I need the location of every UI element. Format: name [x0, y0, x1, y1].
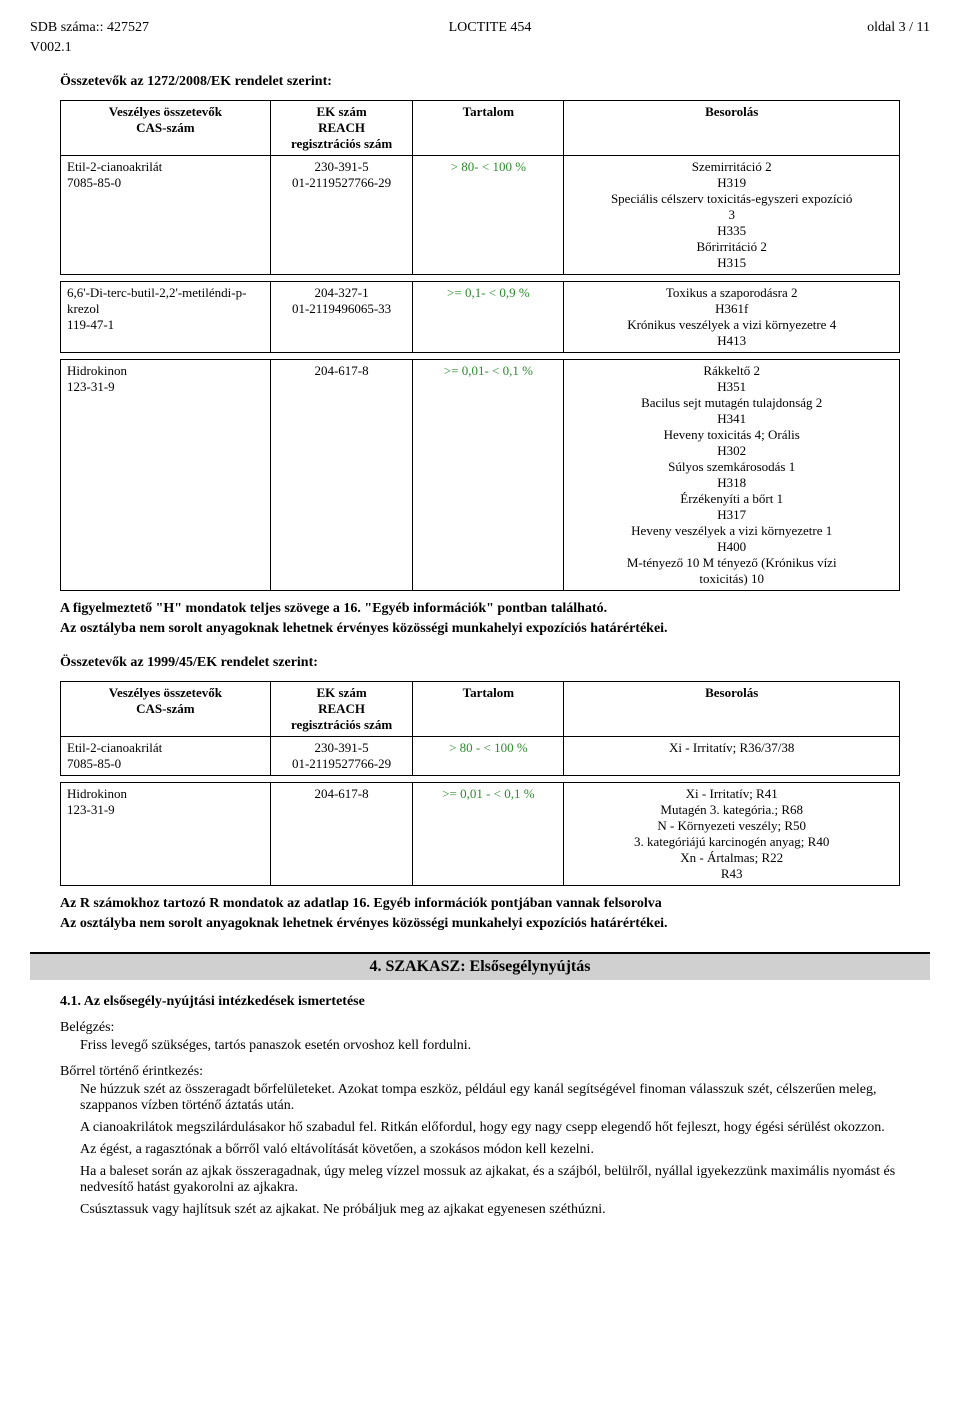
section-1999-title: Összetevők az 1999/45/EK rendelet szerin… [60, 655, 930, 671]
page-number: oldal 3 / 11 [867, 20, 930, 36]
table-1999: Veszélyes összetevők CAS-szám EK szám RE… [60, 681, 900, 776]
row-tart: >= 0,1- < 0,9 % [413, 282, 564, 353]
th-ek-2: REACH [277, 120, 407, 136]
table-row: 6,6'-Di-terc-butil-2,2'-metiléndi-p-krez… [61, 282, 900, 353]
row-bes: Xi - Irritatív; R36/37/38 [564, 737, 900, 776]
th-tartalom: Tartalom [413, 682, 564, 737]
row-ek-2: 01-2119527766-29 [277, 756, 407, 772]
table-row: Hidrokinon 123-31-9 204-617-8 >= 0,01- <… [61, 360, 900, 591]
row-name-1: Hidrokinon [67, 786, 264, 802]
section-1272-title: Összetevők az 1272/2008/EK rendelet szer… [60, 74, 930, 90]
note-h-2: Az osztályba nem sorolt anyagoknak lehet… [60, 621, 930, 637]
heading-4-1: 4.1. Az elsősegély-nyújtási intézkedések… [60, 994, 930, 1010]
row-name-2: 119-47-1 [67, 317, 264, 333]
th-ek-1: EK szám [277, 104, 407, 120]
row-name-1: Hidrokinon [67, 363, 264, 379]
th-ek-3: regisztrációs szám [277, 717, 407, 733]
row-name-1: Etil-2-cianoakrilát [67, 740, 264, 756]
th-tartalom: Tartalom [413, 101, 564, 156]
product-name: LOCTITE 454 [449, 20, 868, 36]
inhale-body: Friss levegő szükséges, tartós panaszok … [80, 1038, 900, 1054]
note-r-1: Az R számokhoz tartozó R mondatok az ada… [60, 896, 930, 912]
note-r-2: Az osztályba nem sorolt anyagoknak lehet… [60, 916, 930, 932]
th-ek-2: REACH [277, 701, 407, 717]
row-ek-2: 01-2119527766-29 [277, 175, 407, 191]
th-name-2: CAS-szám [67, 701, 264, 717]
row-ek-1: 230-391-5 [277, 740, 407, 756]
version: V002.1 [30, 40, 930, 56]
row-name-2: 7085-85-0 [67, 756, 264, 772]
szakasz-4-bar: 4. SZAKASZ: Elsősegélynyújtás [30, 952, 930, 980]
row-tart: > 80- < 100 % [413, 156, 564, 275]
table-header-row: Veszélyes összetevők CAS-szám EK szám RE… [61, 101, 900, 156]
row-name-2: 123-31-9 [67, 802, 264, 818]
inhale-label: Belégzés: [60, 1020, 930, 1036]
skin-body-1: Ne húzzuk szét az összeragadt bőrfelület… [80, 1082, 900, 1114]
row-bes: Rákkeltő 2 H351 Bacilus sejt mutagén tul… [564, 360, 900, 591]
table-row: Etil-2-cianoakrilát 7085-85-0 230-391-5 … [61, 737, 900, 776]
row-tart: > 80 - < 100 % [413, 737, 564, 776]
th-name-2: CAS-szám [67, 120, 264, 136]
sdb-label: SDB száma:: [30, 20, 104, 35]
table-1272: Veszélyes összetevők CAS-szám EK szám RE… [60, 100, 900, 275]
row-ek-2: 01-2119496065-33 [277, 301, 407, 317]
th-ek-3: regisztrációs szám [277, 136, 407, 152]
th-ek-1: EK szám [277, 685, 407, 701]
skin-body-2: A cianoakrilátok megszilárdulásakor hő s… [80, 1120, 900, 1136]
row-bes: Toxikus a szaporodásra 2 H361f Krónikus … [564, 282, 900, 353]
table-1272-c: Hidrokinon 123-31-9 204-617-8 >= 0,01- <… [60, 359, 900, 591]
th-name-1: Veszélyes összetevők [67, 104, 264, 120]
note-h-1: A figyelmeztető "H" mondatok teljes szöv… [60, 601, 930, 617]
table-header-row: Veszélyes összetevők CAS-szám EK szám RE… [61, 682, 900, 737]
row-ek-1: 204-617-8 [277, 363, 407, 379]
row-name-1: Etil-2-cianoakrilát [67, 159, 264, 175]
row-name-2: 7085-85-0 [67, 175, 264, 191]
sdb-number: 427527 [107, 20, 149, 35]
th-name-1: Veszélyes összetevők [67, 685, 264, 701]
table-1999-b: Hidrokinon 123-31-9 204-617-8 >= 0,01 - … [60, 782, 900, 886]
skin-body-4: Ha a baleset során az ajkak összeragadna… [80, 1164, 900, 1196]
skin-label: Bőrrel történő érintkezés: [60, 1064, 930, 1080]
row-tart: >= 0,01 - < 0,1 % [413, 783, 564, 886]
row-ek-1: 230-391-5 [277, 159, 407, 175]
page-header: SDB száma:: 427527 LOCTITE 454 oldal 3 /… [30, 20, 930, 36]
th-besorolas: Besorolás [564, 682, 900, 737]
skin-body-5: Csúsztassuk vagy hajlítsuk szét az ajkak… [80, 1202, 900, 1218]
row-ek-1: 204-617-8 [277, 786, 407, 802]
row-name-2: 123-31-9 [67, 379, 264, 395]
table-1272-b: 6,6'-Di-terc-butil-2,2'-metiléndi-p-krez… [60, 281, 900, 353]
table-row: Etil-2-cianoakrilát 7085-85-0 230-391-5 … [61, 156, 900, 275]
table-row: Hidrokinon 123-31-9 204-617-8 >= 0,01 - … [61, 783, 900, 886]
row-bes: Szemirritáció 2 H319 Speciális célszerv … [564, 156, 900, 275]
skin-body-3: Az égést, a ragasztónak a bőrről való el… [80, 1142, 900, 1158]
row-name-1: 6,6'-Di-terc-butil-2,2'-metiléndi-p-krez… [67, 285, 264, 317]
row-tart: >= 0,01- < 0,1 % [413, 360, 564, 591]
row-ek-1: 204-327-1 [277, 285, 407, 301]
th-besorolas: Besorolás [564, 101, 900, 156]
row-bes: Xi - Irritatív; R41 Mutagén 3. kategória… [564, 783, 900, 886]
